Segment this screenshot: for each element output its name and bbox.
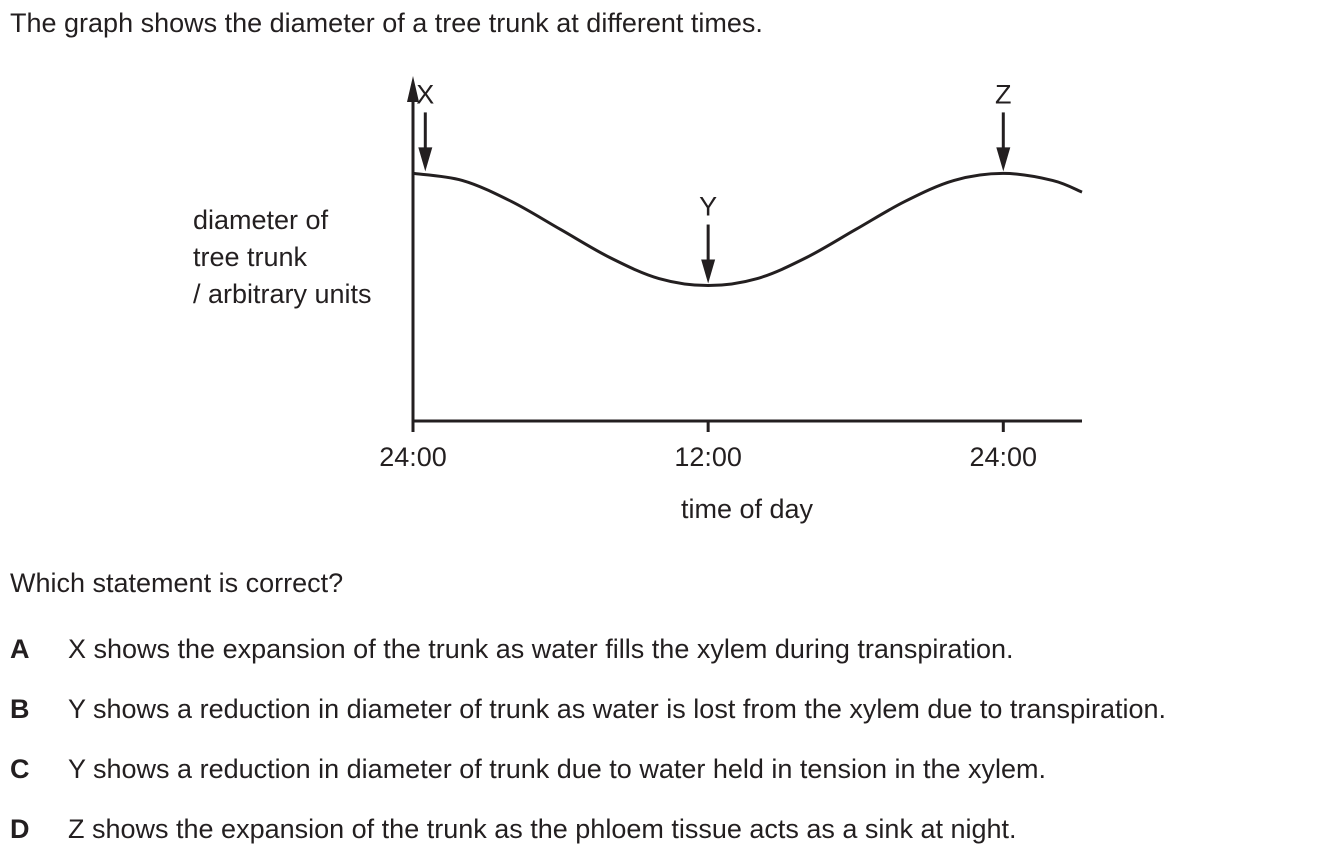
y-axis-label-line: diameter of xyxy=(193,205,329,235)
intro-text: The graph shows the diameter of a tree t… xyxy=(10,8,763,38)
marker-x: X xyxy=(416,79,434,172)
y-axis-label-line: / arbitrary units xyxy=(193,279,372,309)
marker-z-label: Z xyxy=(995,79,1012,109)
marker-y-label: Y xyxy=(699,192,717,222)
option-letter: A xyxy=(10,634,30,664)
marker-y: Y xyxy=(699,192,717,284)
option-letter: D xyxy=(10,814,30,844)
option-text: Z shows the expansion of the trunk as th… xyxy=(68,814,1017,844)
x-tick-label: 24:00 xyxy=(970,442,1038,472)
x-tick-label: 12:00 xyxy=(674,442,742,472)
x-axis-label: time of day xyxy=(681,494,814,524)
y-axis-arrowhead xyxy=(407,76,419,102)
option-text: Y shows a reduction in diameter of trunk… xyxy=(68,754,1047,784)
marker-z-arrowhead xyxy=(996,147,1011,172)
marker-x-label: X xyxy=(416,79,434,109)
option-letter: B xyxy=(10,694,30,724)
y-axis-label: diameter of tree trunk / arbitrary units xyxy=(193,205,372,309)
marker-z: Z xyxy=(995,79,1012,172)
option-text: Y shows a reduction in diameter of trunk… xyxy=(68,694,1167,724)
marker-x-arrowhead xyxy=(418,147,433,172)
tree-trunk-diameter-chart: diameter of tree trunk / arbitrary units 2… xyxy=(193,76,1083,524)
question-text: Which statement is correct? xyxy=(10,568,344,598)
option-text: X shows the expansion of the trunk as wa… xyxy=(68,634,1014,664)
marker-y-arrowhead xyxy=(701,259,716,284)
diameter-curve xyxy=(412,171,1083,288)
option-letter: C xyxy=(10,754,30,784)
x-tick-label: 24:00 xyxy=(379,442,447,472)
y-axis-label-line: tree trunk xyxy=(193,242,308,272)
